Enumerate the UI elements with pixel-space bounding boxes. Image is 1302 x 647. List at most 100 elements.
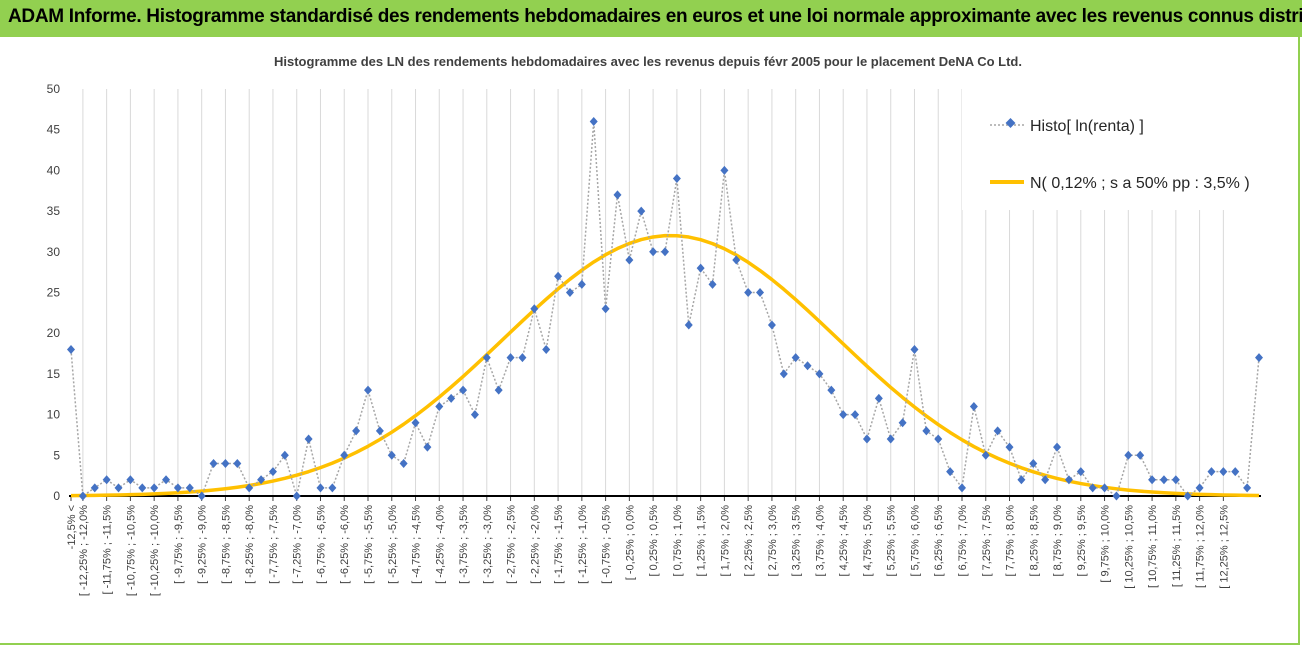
histogram-point: [934, 434, 943, 444]
histogram-point: [708, 279, 717, 289]
histogram-point: [839, 410, 848, 420]
histogram-point: [589, 117, 598, 127]
histogram-point: [114, 483, 123, 493]
y-tick-label: 5: [53, 448, 60, 462]
y-tick-label: 25: [47, 286, 61, 300]
histogram-point: [506, 353, 515, 363]
x-tick-label: [ 5,75% ; 6,0%: [909, 505, 921, 577]
histogram-point: [1136, 450, 1145, 460]
x-tick-label: [ 8,75% ; 9,0%: [1052, 505, 1064, 577]
histogram-point: [625, 255, 634, 265]
x-tick-label: [ -8,75% ; -8,5%: [220, 505, 232, 584]
histogram-point: [78, 491, 87, 501]
histogram-point: [898, 418, 907, 428]
histogram-point: [102, 475, 111, 485]
histogram-point: [922, 426, 931, 436]
x-tick-label: [ -4,25% ; -4,0%: [434, 505, 446, 584]
histogram-point: [661, 247, 669, 257]
histogram-point: [827, 385, 836, 395]
y-tick-label: 50: [47, 82, 61, 96]
x-tick-label: [ 7,75% ; 8,0%: [1005, 505, 1017, 577]
report-title: ADAM Informe. Histogramme standardisé de…: [8, 6, 1302, 27]
histogram-point: [90, 483, 99, 493]
histogram-point: [304, 434, 313, 444]
histogram-point: [459, 385, 468, 395]
histogram-point: [613, 190, 622, 200]
histogram-point: [1159, 475, 1168, 485]
histogram-point: [1243, 483, 1252, 493]
x-tick-label: [ 9,75% ; 10,0%: [1100, 505, 1112, 583]
histogram-point: [1207, 467, 1216, 477]
x-tick-label: [ 4,75% ; 5,0%: [862, 505, 874, 577]
histogram-point: [292, 491, 301, 501]
histogram-point: [542, 344, 551, 354]
histogram-point: [1255, 353, 1263, 363]
histogram-point: [1076, 467, 1085, 477]
x-tick-label: [ -3,25% ; -3,0%: [482, 505, 494, 584]
histogram-point: [1017, 475, 1026, 485]
histogram-point: [791, 353, 800, 363]
histogram-point: [482, 353, 491, 363]
x-tick-label: [ -2,25% ; -2,0%: [529, 505, 541, 584]
histogram-point: [803, 361, 812, 371]
histogram-point: [257, 475, 266, 485]
histogram-point: [530, 304, 539, 314]
histogram-point: [387, 450, 396, 460]
histogram-point: [720, 165, 729, 175]
histogram-point: [185, 483, 194, 493]
x-tick-label: [ 4,25% ; 4,5%: [838, 505, 850, 577]
y-axis-ticks: 0 5 10 15 20 25 30 35 40 45 50: [47, 82, 61, 503]
histogram-point: [1005, 442, 1014, 452]
x-tick-label: [ 6,75% ; 7,0%: [957, 505, 969, 577]
histogram-point: [126, 475, 135, 485]
x-tick-label: [ -10,75% ; -10,5%: [125, 505, 137, 596]
x-axis-ticks: -12,5% <[ -12,25% ; -12,0% [ -11,75% ; -1…: [66, 496, 1230, 596]
x-tick-label: [ 3,25% ; 3,5%: [791, 505, 803, 577]
histogram-point: [756, 288, 765, 297]
histogram-point: [601, 304, 610, 314]
histogram-point: [375, 426, 384, 436]
histogram-point: [364, 385, 372, 395]
x-tick-label: [ -3,75% ; -3,5%: [458, 505, 470, 584]
histogram-point: [969, 401, 978, 411]
x-tick-label: [ -6,75% ; -6,5%: [315, 505, 327, 584]
histogram-point: [637, 206, 646, 216]
histogram-point: [233, 458, 242, 468]
histogram-point: [340, 450, 349, 460]
x-tick-label: [ -12,25% ; -12,0%: [78, 505, 90, 596]
histogram-point: [150, 483, 159, 493]
histogram-point: [1053, 442, 1062, 452]
x-tick-label: [ 0,75% ; 1,0%: [672, 505, 684, 577]
x-tick-label: [ -1,25% ; -1,0%: [577, 505, 589, 584]
histogram-point: [946, 467, 955, 477]
histogram-point: [744, 288, 753, 297]
x-tick-label: [ -9,75% ; -9,5%: [173, 505, 185, 584]
histogram-point: [447, 393, 456, 403]
y-tick-label: 0: [53, 489, 60, 503]
histogram-point: [435, 401, 444, 411]
histogram-point: [958, 483, 966, 493]
legend-histo-label: Histo[ ln(renta) ]: [1030, 118, 1144, 135]
x-tick-label: [ 8,25% ; 8,5%: [1028, 505, 1040, 577]
x-tick-label: [ 6,25% ; 6,5%: [933, 505, 945, 577]
x-tick-label: [ 0,25% ; 0,5%: [648, 505, 660, 577]
x-tick-label: [ 10,25% ; 10,5%: [1123, 505, 1135, 589]
histogram-point: [1183, 491, 1192, 501]
histogram-point: [268, 467, 277, 477]
histogram-point: [399, 458, 408, 468]
histogram-point: [197, 491, 206, 501]
x-tick-label: [ -7,75% ; -7,5%: [268, 505, 280, 584]
legend-background: [962, 86, 1295, 210]
y-tick-label: 30: [47, 245, 61, 259]
histogram-point: [554, 271, 563, 281]
histogram-point: [577, 279, 586, 289]
normal-curve-series: [70, 233, 1260, 498]
histogram-point: [732, 255, 741, 265]
histogram-point: [672, 174, 681, 184]
x-tick-label: [ 11,25% ; 11,5%: [1171, 505, 1183, 587]
histogram-point: [316, 483, 325, 493]
legend-normal-label: N( 0,12% ; s a 50% pp : 3,5% ): [1030, 175, 1250, 192]
x-tick-label: [ 1,75% ; 2,0%: [719, 505, 731, 577]
histogram-point: [173, 483, 182, 493]
y-tick-label: 35: [47, 204, 61, 218]
